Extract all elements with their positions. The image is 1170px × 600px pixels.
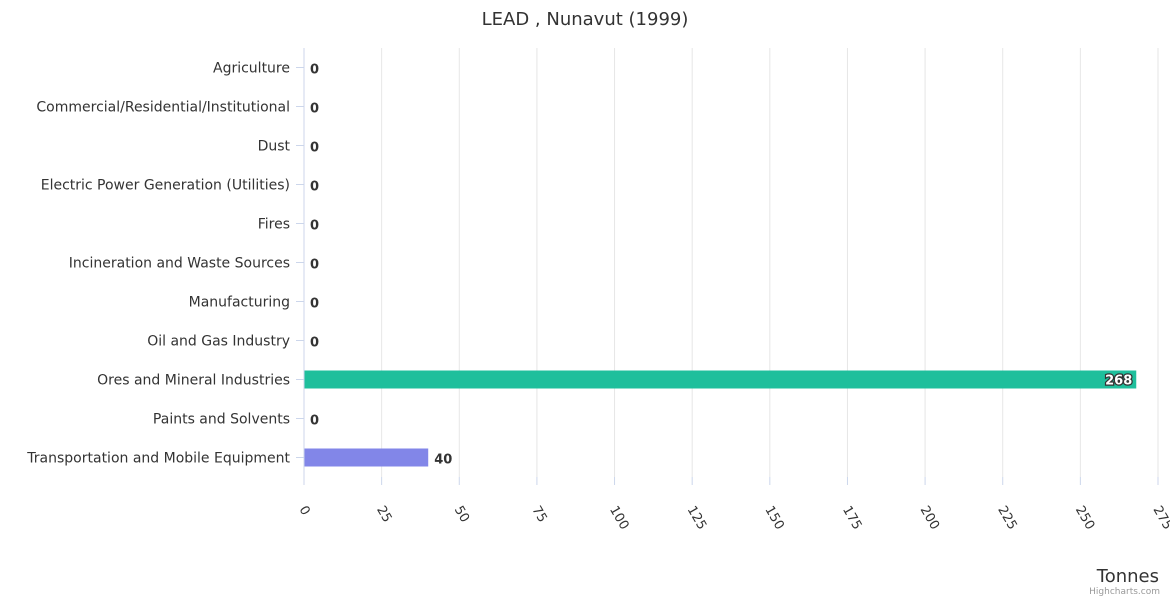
category-label: Manufacturing (189, 295, 290, 311)
data-label: 40 (434, 453, 452, 468)
data-label: 0 (310, 141, 319, 156)
category-label: Incineration and Waste Sources (69, 256, 290, 272)
data-label: 0 (310, 336, 319, 351)
category-label: Fires (258, 217, 290, 233)
category-label: Commercial/Residential/Institutional (36, 100, 290, 116)
x-tick-label: 75 (528, 504, 549, 526)
data-label: 0 (310, 180, 319, 195)
data-labels: 0 0 0 0 0 0 0 0 268 0 40 (310, 63, 1134, 468)
bar[interactable] (304, 448, 429, 467)
chart-title: LEAD , Nunavut (1999) (482, 9, 689, 30)
grid-lines (381, 48, 1159, 477)
bar-series (304, 370, 1137, 467)
data-label: 268 (1105, 374, 1132, 389)
data-label: 0 (310, 102, 319, 117)
category-label: Transportation and Mobile Equipment (26, 451, 290, 467)
category-label: Paints and Solvents (153, 412, 290, 428)
data-label: 0 (310, 414, 319, 429)
credits-text[interactable]: Highcharts.com (1089, 587, 1160, 597)
category-label: Agriculture (213, 61, 290, 77)
category-label: Dust (258, 139, 291, 155)
data-label: 0 (310, 219, 319, 234)
data-label: 0 (310, 258, 319, 273)
x-tick-label: 25 (373, 504, 394, 526)
category-label: Electric Power Generation (Utilities) (41, 178, 290, 194)
category-label: Oil and Gas Industry (147, 334, 290, 350)
x-tick-label: 50 (451, 504, 472, 526)
category-label: Ores and Mineral Industries (97, 373, 290, 389)
x-axis-title: Tonnes (1096, 566, 1159, 587)
category-axis: Agriculture Commercial/Residential/Instit… (26, 48, 305, 477)
data-label: 0 (310, 63, 319, 78)
bar[interactable] (304, 370, 1137, 389)
data-label: 0 (310, 297, 319, 312)
